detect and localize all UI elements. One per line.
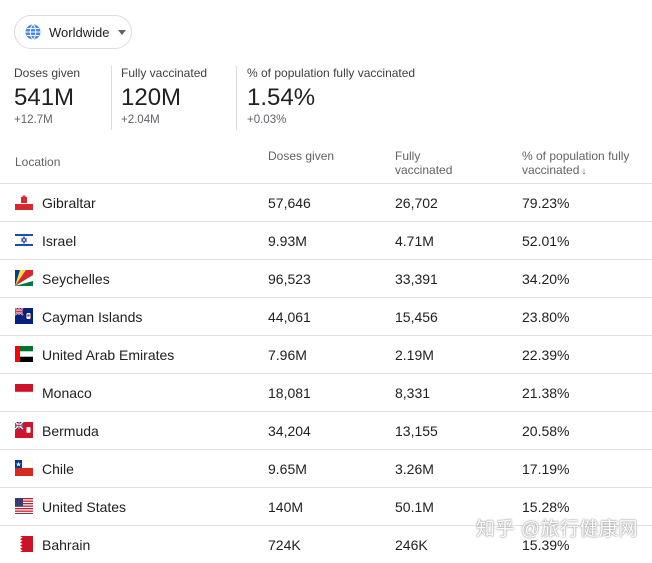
- table-row[interactable]: Gibraltar 57,646 26,702 79.23%: [0, 184, 652, 222]
- cell-fully-vaccinated: 246K: [395, 537, 428, 553]
- column-header-fully-vaccinated[interactable]: Fully vaccinated: [395, 149, 453, 177]
- monaco-flag-icon: [15, 384, 33, 400]
- cell-pct-fully-vaccinated: 34.20%: [522, 271, 570, 287]
- cell-doses-given: 44,061: [268, 309, 311, 325]
- israel-flag-icon: [15, 232, 33, 248]
- bermuda-flag-icon: [15, 422, 33, 438]
- column-header-doses-given[interactable]: Doses given: [268, 149, 335, 163]
- cell-fully-vaccinated: 26,702: [395, 195, 438, 211]
- cell-pct-fully-vaccinated: 22.39%: [522, 347, 570, 363]
- globe-icon: [24, 23, 42, 41]
- cell-doses-given: 34,204: [268, 423, 311, 439]
- stat-value: 120M: [121, 84, 182, 111]
- table-row[interactable]: Seychelles 96,523 33,391 34.20%: [0, 260, 652, 298]
- cell-pct-fully-vaccinated: 20.58%: [522, 423, 570, 439]
- region-selector-button[interactable]: Worldwide: [14, 15, 132, 49]
- cell-location: Bahrain: [42, 537, 91, 553]
- sort-arrow-down-icon: ↓: [581, 166, 587, 177]
- cell-location: Israel: [42, 233, 77, 249]
- cell-pct-fully-vaccinated: 21.38%: [522, 385, 570, 401]
- cell-location: Monaco: [42, 385, 92, 401]
- stat-label: Fully vaccinated: [121, 66, 208, 80]
- cell-fully-vaccinated: 4.71M: [395, 233, 434, 249]
- cell-fully-vaccinated: 2.19M: [395, 347, 434, 363]
- gibraltar-flag-icon: [15, 194, 33, 210]
- table-row[interactable]: Bahrain 724K 246K 15.39%: [0, 526, 652, 563]
- table-row[interactable]: United Arab Emirates 7.96M 2.19M 22.39%: [0, 336, 652, 374]
- stat-fully-vaccinated: Fully vaccinated 120M +2.04M: [121, 66, 207, 130]
- table-row[interactable]: Chile 9.65M 3.26M 17.19%: [0, 450, 652, 488]
- cell-doses-given: 140M: [268, 499, 304, 515]
- cell-doses-given: 7.96M: [268, 347, 307, 363]
- column-header-pct-label: % of population fully vaccinated: [522, 149, 630, 177]
- table-row[interactable]: Monaco 18,081 8,331 21.38%: [0, 374, 652, 412]
- table-row[interactable]: Bermuda 34,204 13,155 20.58%: [0, 412, 652, 450]
- cell-location: Cayman Islands: [42, 309, 143, 325]
- cell-doses-given: 96,523: [268, 271, 311, 287]
- cell-fully-vaccinated: 15,456: [395, 309, 438, 325]
- cell-location: United Arab Emirates: [42, 347, 175, 363]
- cell-doses-given: 57,646: [268, 195, 311, 211]
- cell-location: Gibraltar: [42, 195, 96, 211]
- uae-flag-icon: [15, 346, 33, 362]
- cell-pct-fully-vaccinated: 15.28%: [522, 499, 570, 515]
- stat-divider: [236, 66, 237, 130]
- cell-pct-fully-vaccinated: 52.01%: [522, 233, 570, 249]
- cell-location: Bermuda: [42, 423, 99, 439]
- cell-fully-vaccinated: 8,331: [395, 385, 431, 401]
- cell-pct-fully-vaccinated: 79.23%: [522, 195, 570, 211]
- us-flag-icon: [15, 498, 33, 514]
- cell-fully-vaccinated: 50.1M: [395, 499, 434, 515]
- table-row[interactable]: United States 140M 50.1M 15.28%: [0, 488, 652, 526]
- stat-value: 541M: [14, 84, 75, 111]
- column-header-pct-fully-vaccinated[interactable]: % of population fully vaccinated ↓: [522, 149, 642, 179]
- cell-doses-given: 9.93M: [268, 233, 307, 249]
- bahrain-flag-icon: [15, 536, 33, 552]
- cell-location: United States: [42, 499, 127, 515]
- cell-pct-fully-vaccinated: 23.80%: [522, 309, 570, 325]
- cell-doses-given: 724K: [268, 537, 301, 553]
- table-body: Gibraltar 57,646 26,702 79.23% Israel 9.93M 4.…: [0, 184, 652, 563]
- table-header: Location Doses given Fully vaccinated % …: [0, 143, 652, 184]
- stat-change: +0.03%: [247, 114, 287, 126]
- table-row[interactable]: Israel 9.93M 4.71M 52.01%: [0, 222, 652, 260]
- stat-change: +12.7M: [14, 114, 53, 126]
- stat-divider: [111, 66, 112, 130]
- cayman-islands-flag-icon: [15, 308, 33, 324]
- cell-pct-fully-vaccinated: 17.19%: [522, 461, 570, 477]
- stat-value: 1.54%: [247, 84, 316, 111]
- stat-doses-given: Doses given 541M +12.7M: [14, 66, 80, 130]
- region-selector-label: Worldwide: [49, 24, 110, 40]
- cell-doses-given: 18,081: [268, 385, 311, 401]
- cell-fully-vaccinated: 33,391: [395, 271, 438, 287]
- vaccination-table: Location Doses given Fully vaccinated % …: [0, 143, 652, 563]
- column-header-location[interactable]: Location: [15, 155, 61, 169]
- stat-change: +2.04M: [121, 114, 160, 126]
- stat-pct-fully-vaccinated: % of population fully vaccinated 1.54% +…: [247, 66, 415, 130]
- chevron-down-icon: [118, 29, 127, 35]
- cell-doses-given: 9.65M: [268, 461, 307, 477]
- cell-location: Chile: [42, 461, 74, 477]
- cell-location: Seychelles: [42, 271, 110, 287]
- cell-fully-vaccinated: 3.26M: [395, 461, 434, 477]
- watermark: 知乎 @旅行健康网: [475, 519, 638, 540]
- chile-flag-icon: [15, 460, 33, 476]
- stat-label: Doses given: [14, 66, 81, 80]
- cell-pct-fully-vaccinated: 15.39%: [522, 537, 570, 553]
- table-row[interactable]: Cayman Islands 44,061 15,456 23.80%: [0, 298, 652, 336]
- seychelles-flag-icon: [15, 270, 33, 286]
- stat-label: % of population fully vaccinated: [247, 66, 416, 80]
- cell-fully-vaccinated: 13,155: [395, 423, 438, 439]
